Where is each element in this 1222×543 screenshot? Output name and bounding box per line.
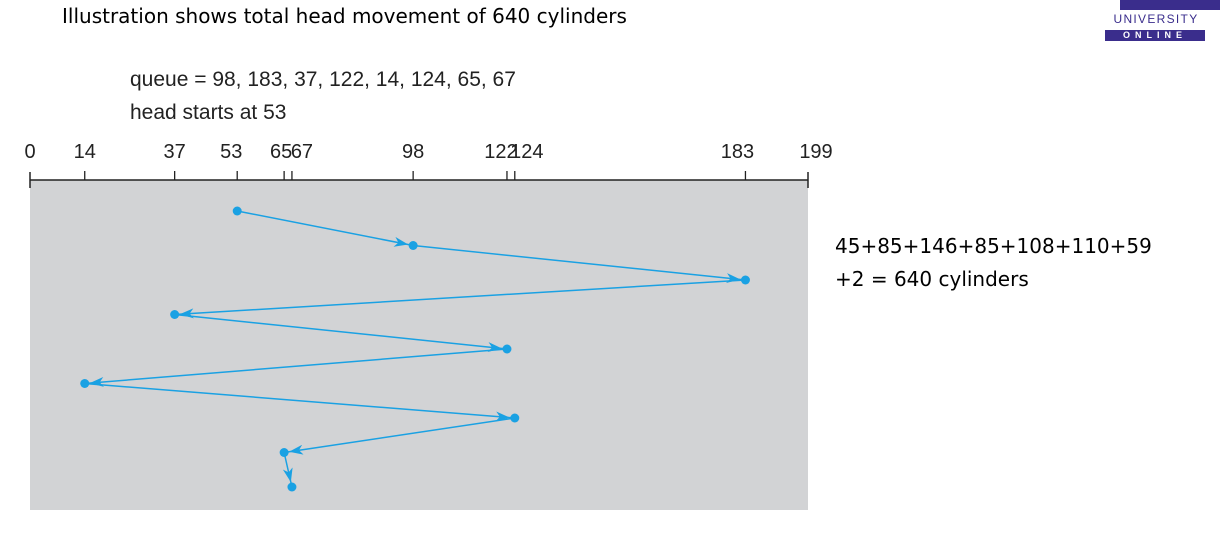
tick-label-98: 98 [402,141,424,163]
move-53-to-98 [237,210,414,247]
diagram-panel [30,180,808,510]
head-position-122 [502,344,512,354]
head-position-183 [740,275,750,285]
tick-label-0: 0 [24,141,35,163]
head-position-37 [170,310,180,319]
calc-line-2: +2 = 640 cylinders [835,267,1029,291]
tick-label-183: 183 [721,141,754,163]
head-start-label: head starts at 53 [130,101,286,124]
tick-label-65: 65 [270,141,292,163]
move-122-to-14 [84,348,508,387]
tick-label-122: 122 [484,141,517,163]
move-183-to-37 [174,279,746,319]
tick-label-53: 53 [220,141,242,163]
move-124-to-65 [284,417,515,455]
move-65-to-67 [282,452,293,488]
tick-label-14: 14 [74,141,96,163]
head-position-67 [287,482,297,492]
scan-diagram: queue = 98, 183, 37, 122, 14, 124, 65, 6… [0,56,840,526]
tick-label-124: 124 [510,141,543,163]
logo-university-text: UNIVERSITY [1113,12,1199,26]
head-position-14 [80,379,90,388]
head-position-124 [510,413,520,423]
logo-mark-icon [1120,0,1220,10]
head-position-53 [232,206,242,216]
head-position-65 [279,448,289,457]
slide-title: Illustration shows total head movement o… [62,4,627,28]
university-logo: UNIVERSITY ONLINE [1100,0,1222,44]
tick-label-199: 199 [799,141,832,163]
move-37-to-122 [174,313,508,353]
logo-online-text: ONLINE [1105,30,1205,41]
queue-label: queue = 98, 183, 37, 122, 14, 124, 65, 6… [130,68,516,91]
total-calculation: 45+85+146+85+108+110+59 +2 = 640 cylinde… [835,230,1152,296]
move-14-to-124 [84,382,515,422]
head-position-98 [408,241,418,250]
calc-line-1: 45+85+146+85+108+110+59 [835,234,1152,258]
tick-label-67: 67 [291,141,313,163]
move-98-to-183 [413,244,746,284]
tick-label-37: 37 [164,141,186,163]
